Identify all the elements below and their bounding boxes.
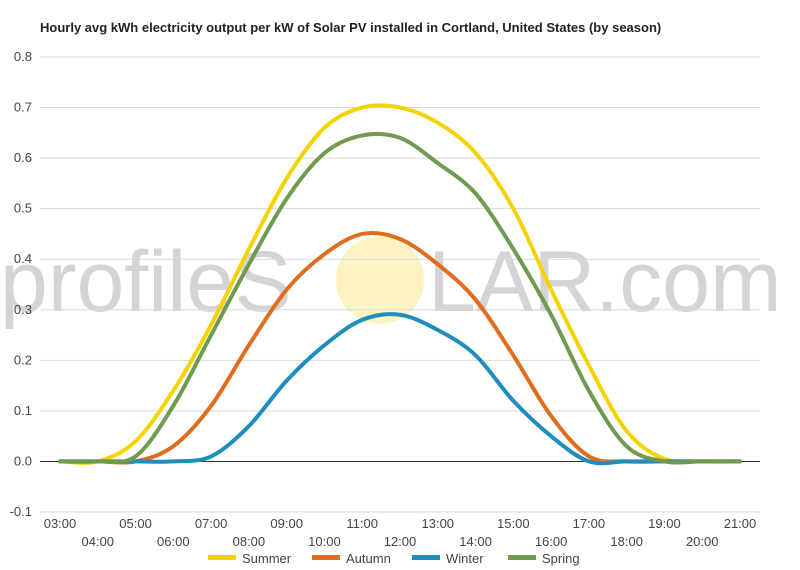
x-tick-label: 11:00 (346, 516, 378, 531)
x-tick-label: 19:00 (648, 516, 681, 531)
sun-icon (336, 236, 424, 324)
legend-swatch (508, 555, 536, 560)
legend-label: Spring (542, 551, 580, 566)
x-tick-label: 07:00 (195, 516, 228, 531)
x-tick-label: 08:00 (233, 534, 266, 549)
x-tick-label: 04:00 (82, 534, 115, 549)
series-line-winter (58, 312, 742, 466)
y-tick-label: 0.8 (14, 49, 32, 64)
y-tick-label: 0.2 (14, 352, 32, 367)
x-tick-label: 03:00 (44, 516, 77, 531)
legend-label: Summer (242, 551, 292, 566)
x-tick-label: 18:00 (610, 534, 643, 549)
y-tick-label: 0.0 (14, 453, 32, 468)
legend-label: Winter (446, 551, 484, 566)
y-tick-label: 0.5 (14, 201, 32, 216)
y-tick-label: 0.4 (14, 251, 32, 266)
x-tick-label: 12:00 (384, 534, 417, 549)
legend-item-spring: Spring (508, 551, 580, 566)
legend-item-winter: Winter (412, 551, 484, 566)
y-axis: -0.1 0.0 0.1 0.2 0.3 0.4 0.5 0.6 0.7 0.8 (10, 49, 32, 519)
y-tick-label: 0.3 (14, 302, 32, 317)
x-tick-label: 09:00 (270, 516, 303, 531)
x-tick-label: 17:00 (573, 516, 606, 531)
x-axis: 03:00 04:00 05:00 06:00 07:00 08:00 09:00 10:00… (44, 516, 757, 549)
watermark-text-left: profileS (0, 234, 292, 330)
y-tick-label: 0.1 (14, 403, 32, 418)
watermark-text-right: LAR.com (428, 234, 782, 330)
legend: Summer Autumn Winter Spring (208, 551, 580, 566)
x-tick-label: 20:00 (686, 534, 719, 549)
x-tick-label: 13:00 (422, 516, 455, 531)
legend-swatch (208, 555, 236, 560)
y-tick-label: -0.1 (10, 504, 32, 519)
series-line-summer (58, 103, 742, 465)
y-tick-label: 0.6 (14, 150, 32, 165)
y-tick-label: 0.7 (14, 100, 32, 115)
x-tick-label: 16:00 (535, 534, 568, 549)
watermark: profileS LAR.com (0, 234, 782, 330)
x-tick-label: 21:00 (724, 516, 757, 531)
chart-title: Hourly avg kWh electricity output per kW… (40, 20, 662, 35)
legend-swatch (312, 555, 340, 560)
x-tick-label: 06:00 (157, 534, 190, 549)
x-tick-label: 15:00 (497, 516, 530, 531)
legend-swatch (412, 555, 440, 560)
x-tick-label: 05:00 (119, 516, 152, 531)
legend-item-autumn: Autumn (312, 551, 391, 566)
legend-label: Autumn (346, 551, 391, 566)
x-tick-label: 10:00 (308, 534, 341, 549)
series-lines (58, 103, 742, 466)
series-line-spring (58, 131, 742, 465)
legend-item-summer: Summer (208, 551, 292, 566)
x-tick-label: 14:00 (459, 534, 492, 549)
